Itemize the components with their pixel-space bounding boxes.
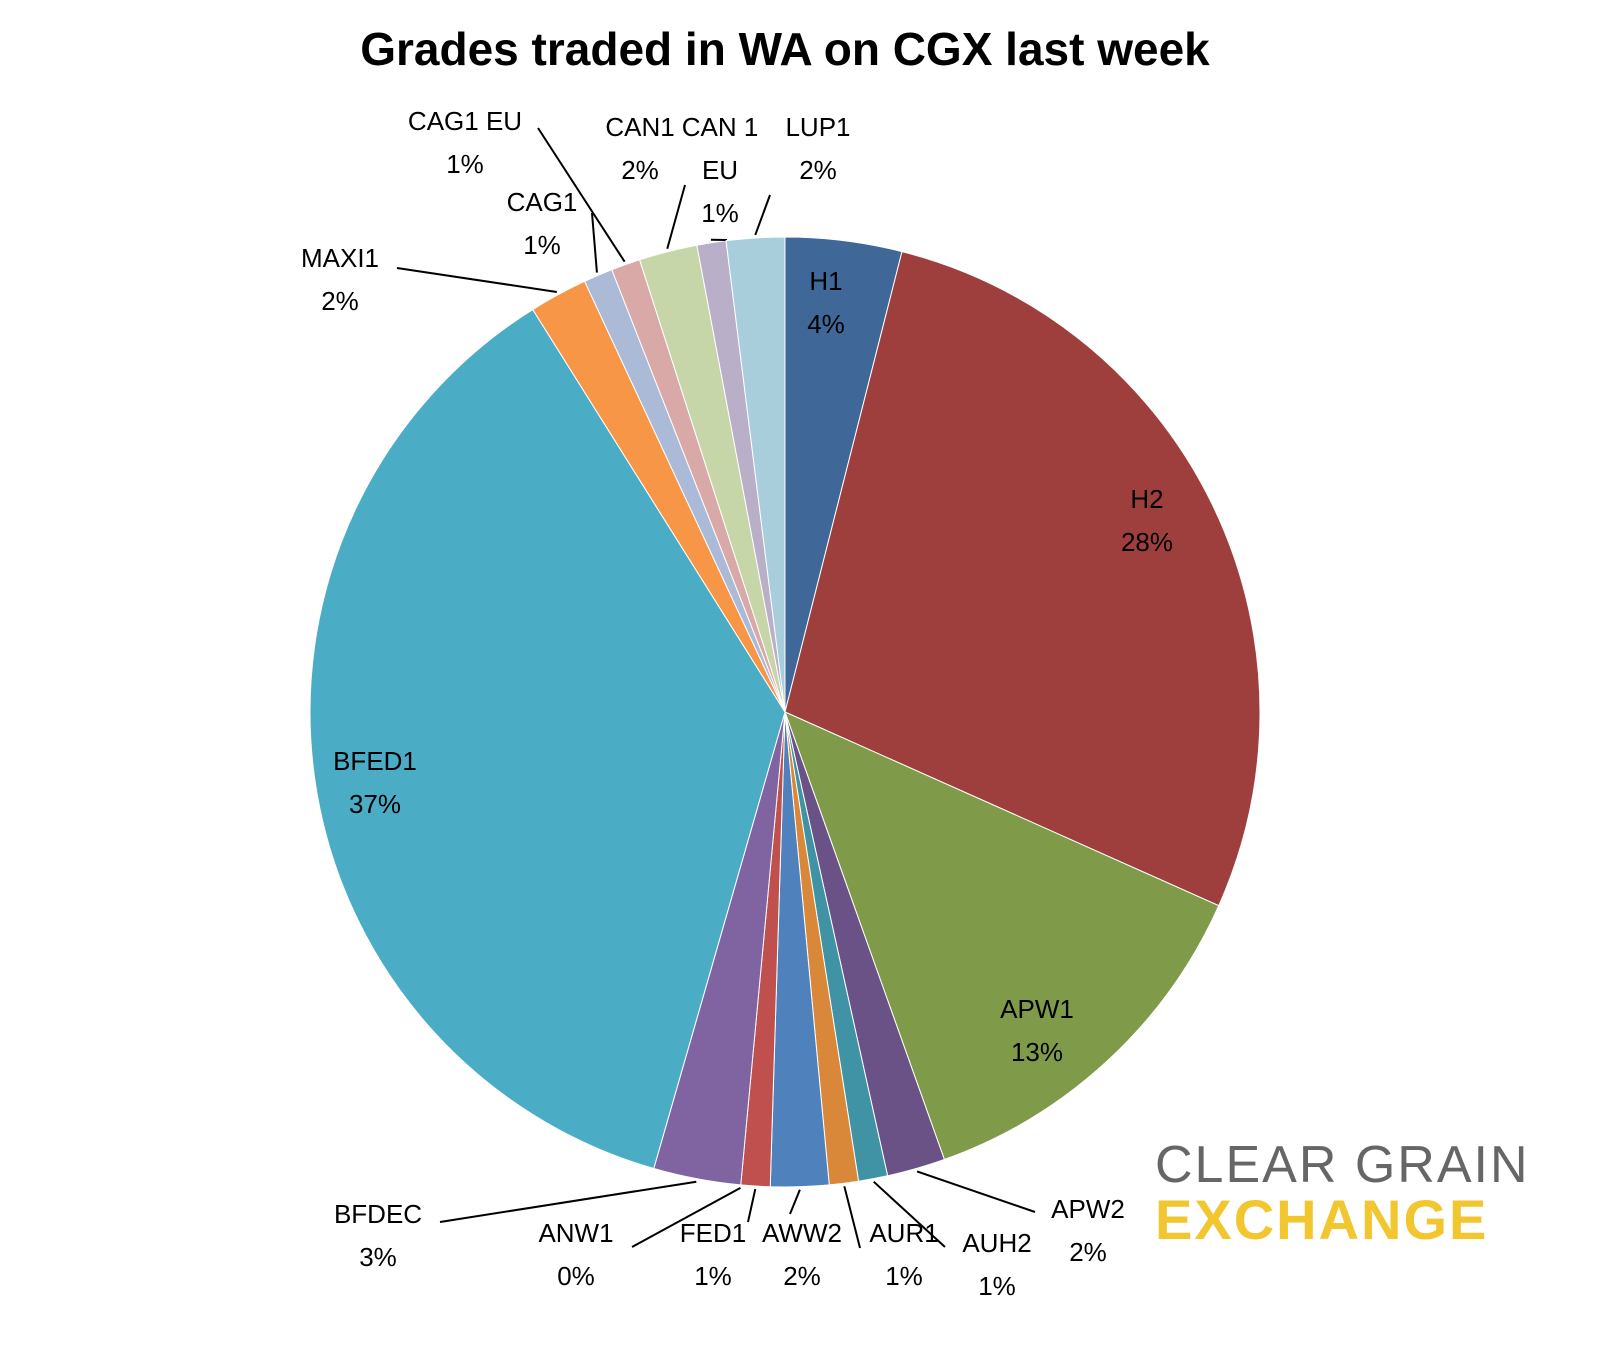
data-label: LUP1 2% (785, 106, 850, 192)
data-label: MAXI1 2% (301, 237, 379, 323)
pie-slice (784, 711, 1220, 1161)
chart-title: Grades traded in WA on CGX last week (360, 23, 1210, 75)
label-name: FED1 (679, 1218, 747, 1248)
label-name: CAG1 (506, 187, 578, 217)
label-name: BFED1 (333, 746, 417, 776)
pie-slice (309, 308, 786, 1170)
data-label: ANW1 0% (538, 1212, 613, 1298)
label-name: AUR1 (869, 1218, 939, 1248)
label-value: 3% (359, 1242, 397, 1272)
label-value: 1% (978, 1271, 1016, 1301)
leader-line (754, 194, 771, 236)
label-value: 2% (799, 155, 837, 185)
leader-line (591, 212, 598, 273)
label-name: APW1 (1000, 994, 1074, 1024)
label-value: 2% (1069, 1237, 1107, 1267)
data-label: APW1 13% (1000, 988, 1074, 1074)
leader-line (537, 127, 626, 263)
data-label: AUR1 1% (869, 1212, 938, 1298)
label-name: CAG1 EU (407, 106, 523, 136)
label-value: 1% (523, 230, 561, 260)
data-label: APW2 2% (1051, 1188, 1125, 1274)
label-value: 28% (1120, 527, 1174, 557)
leader-line (396, 267, 557, 293)
leader-line (873, 1180, 946, 1248)
label-name: MAXI1 (300, 243, 380, 273)
leader-line (789, 1189, 801, 1215)
label-value: 2% (783, 1261, 821, 1291)
label-value: 0% (557, 1261, 595, 1291)
label-value: 1% (446, 149, 484, 179)
label-name: BFDEC (333, 1199, 423, 1229)
label-value: 1% (885, 1261, 923, 1291)
logo-line2: EXCHANGE (1155, 1188, 1489, 1251)
leader-line (843, 1186, 861, 1249)
logo-line1: CLEAR GRAIN (1155, 1136, 1530, 1194)
data-label: CAG1 EU 1% (408, 100, 522, 186)
leader-line (439, 1180, 697, 1223)
label-value: 1% (701, 198, 739, 228)
data-label: BFED1 37% (333, 740, 417, 826)
pie-slice (725, 236, 786, 713)
leader-line (916, 1170, 1036, 1213)
data-label: AUH2 1% (962, 1222, 1031, 1308)
label-value: 1% (694, 1261, 732, 1291)
label-value: 13% (1010, 1037, 1064, 1067)
data-label: FED1 1% (680, 1212, 746, 1298)
label-name: AUH2 (962, 1228, 1032, 1258)
data-label: AWW2 2% (762, 1212, 842, 1298)
leader-line (747, 1188, 757, 1223)
data-label: CAG1 1% (507, 181, 578, 267)
label-value: 37% (348, 789, 402, 819)
label-name: ANW1 (538, 1218, 614, 1248)
leader-line (631, 1187, 741, 1248)
label-value: 4% (807, 309, 845, 339)
data-label: CAN1 2% (605, 106, 674, 192)
label-value: 2% (621, 155, 659, 185)
label-value: 2% (321, 286, 359, 316)
label-name: H2 (1130, 484, 1164, 514)
label-name: CAN 1 EU (681, 112, 759, 185)
label-name: LUP1 (785, 112, 851, 142)
data-label: H2 28% (1121, 478, 1173, 564)
label-name: H1 (809, 266, 843, 296)
label-name: APW2 (1051, 1194, 1125, 1224)
leader-line (666, 184, 686, 249)
data-label: CAN 1 EU 1% (680, 106, 760, 235)
label-name: AWW2 (762, 1218, 842, 1248)
label-name: CAN1 (605, 112, 675, 142)
pie-slice (784, 251, 1261, 907)
data-label: H1 4% (807, 260, 845, 346)
data-label: BFDEC 3% (334, 1193, 422, 1279)
